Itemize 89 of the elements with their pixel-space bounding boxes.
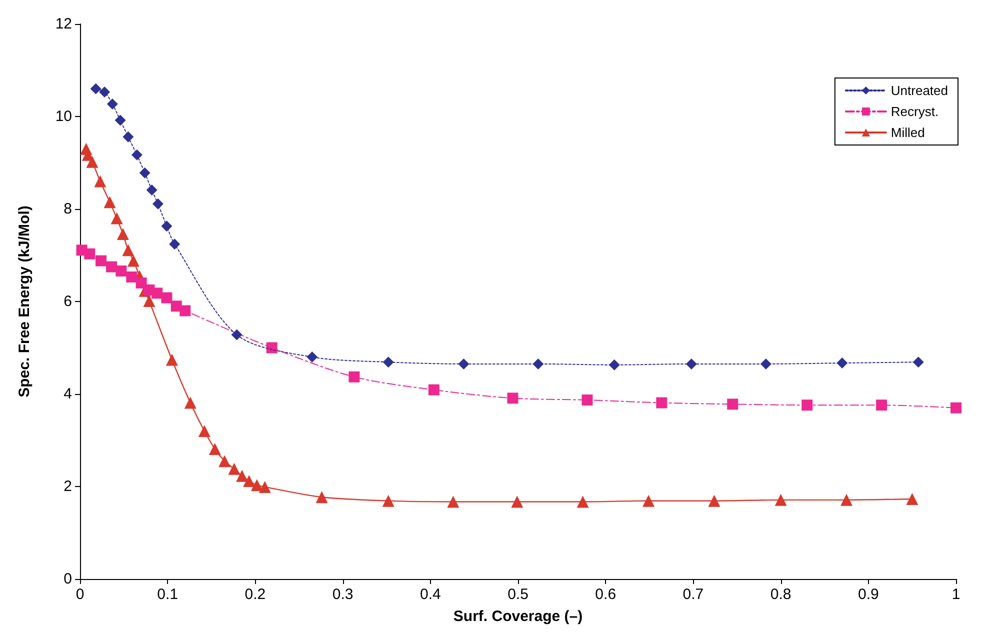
x-tick-label: 0.8 bbox=[770, 586, 792, 603]
legend-label: Recryst. bbox=[890, 104, 939, 119]
point bbox=[428, 384, 440, 396]
point bbox=[180, 305, 191, 316]
point bbox=[84, 248, 96, 260]
point bbox=[876, 400, 888, 411]
y-tick-label: 0 bbox=[64, 570, 72, 588]
point bbox=[146, 184, 158, 196]
y-tick-label: 8 bbox=[64, 200, 72, 218]
point bbox=[198, 425, 210, 437]
point bbox=[99, 86, 110, 98]
y-tick-label: 6 bbox=[64, 293, 72, 310]
point bbox=[912, 356, 924, 368]
point bbox=[228, 462, 240, 475]
y-tick-label: 4 bbox=[64, 386, 72, 402]
point bbox=[208, 443, 221, 456]
point bbox=[532, 358, 544, 370]
x-tick-label: 0.4 bbox=[420, 586, 441, 603]
point bbox=[306, 352, 318, 362]
point bbox=[458, 358, 470, 370]
point bbox=[774, 494, 787, 506]
y-tick-label: 12 bbox=[55, 16, 72, 32]
point bbox=[96, 255, 107, 266]
x-tick-label: 0.2 bbox=[244, 586, 266, 603]
point bbox=[161, 292, 172, 304]
x-tick-label: 0 bbox=[76, 586, 84, 603]
point bbox=[382, 494, 394, 507]
point bbox=[802, 400, 813, 411]
point bbox=[86, 156, 98, 168]
point bbox=[906, 492, 918, 505]
point bbox=[266, 342, 278, 354]
y-tick-label: 10 bbox=[55, 108, 72, 125]
point bbox=[143, 295, 156, 308]
point bbox=[184, 396, 196, 409]
x-axis-title: Surf. Coverage (–) bbox=[453, 608, 583, 625]
point bbox=[608, 359, 620, 370]
point bbox=[169, 238, 180, 250]
point bbox=[836, 358, 848, 369]
point bbox=[126, 271, 138, 282]
point bbox=[642, 494, 655, 507]
point bbox=[152, 288, 163, 299]
point bbox=[94, 175, 106, 188]
point bbox=[152, 198, 164, 210]
point bbox=[218, 455, 231, 468]
y-tick-label: 2 bbox=[64, 478, 72, 495]
point bbox=[686, 358, 697, 370]
point bbox=[122, 244, 134, 256]
point bbox=[122, 131, 134, 142]
point bbox=[116, 265, 127, 276]
point bbox=[316, 491, 328, 504]
legend-label: Untreated bbox=[890, 83, 948, 98]
point bbox=[116, 228, 129, 240]
point bbox=[507, 392, 518, 404]
x-tick-label: 0.6 bbox=[595, 586, 616, 603]
point bbox=[131, 149, 142, 160]
point bbox=[139, 167, 150, 178]
point bbox=[231, 329, 242, 340]
point bbox=[243, 474, 256, 487]
point bbox=[258, 480, 271, 493]
point bbox=[447, 496, 460, 508]
point bbox=[104, 196, 116, 208]
x-tick-label: 0.5 bbox=[508, 586, 528, 603]
point bbox=[727, 398, 738, 410]
x-tick-label: 1 bbox=[952, 586, 960, 603]
point bbox=[950, 402, 962, 414]
point bbox=[250, 479, 263, 492]
point bbox=[582, 394, 593, 406]
point bbox=[840, 494, 852, 506]
point bbox=[106, 261, 118, 272]
point bbox=[708, 494, 720, 507]
point bbox=[127, 254, 140, 267]
point bbox=[110, 212, 123, 224]
x-tick-label: 0.1 bbox=[157, 586, 178, 603]
point bbox=[382, 356, 394, 368]
point bbox=[90, 83, 102, 94]
y-axis-title: Spec. Free Energy (kJ/Mol) bbox=[16, 206, 33, 398]
x-tick-label: 0.7 bbox=[682, 586, 704, 603]
point bbox=[348, 371, 360, 382]
point bbox=[161, 220, 172, 232]
point bbox=[106, 98, 118, 110]
point bbox=[576, 496, 589, 508]
legend-label: Milled bbox=[890, 125, 925, 140]
point bbox=[511, 496, 524, 508]
point bbox=[656, 397, 668, 408]
point bbox=[114, 114, 126, 126]
x-tick-label: 0.9 bbox=[858, 586, 879, 603]
point bbox=[166, 354, 178, 366]
x-tick-label: 0.3 bbox=[332, 586, 354, 603]
point bbox=[760, 358, 772, 370]
